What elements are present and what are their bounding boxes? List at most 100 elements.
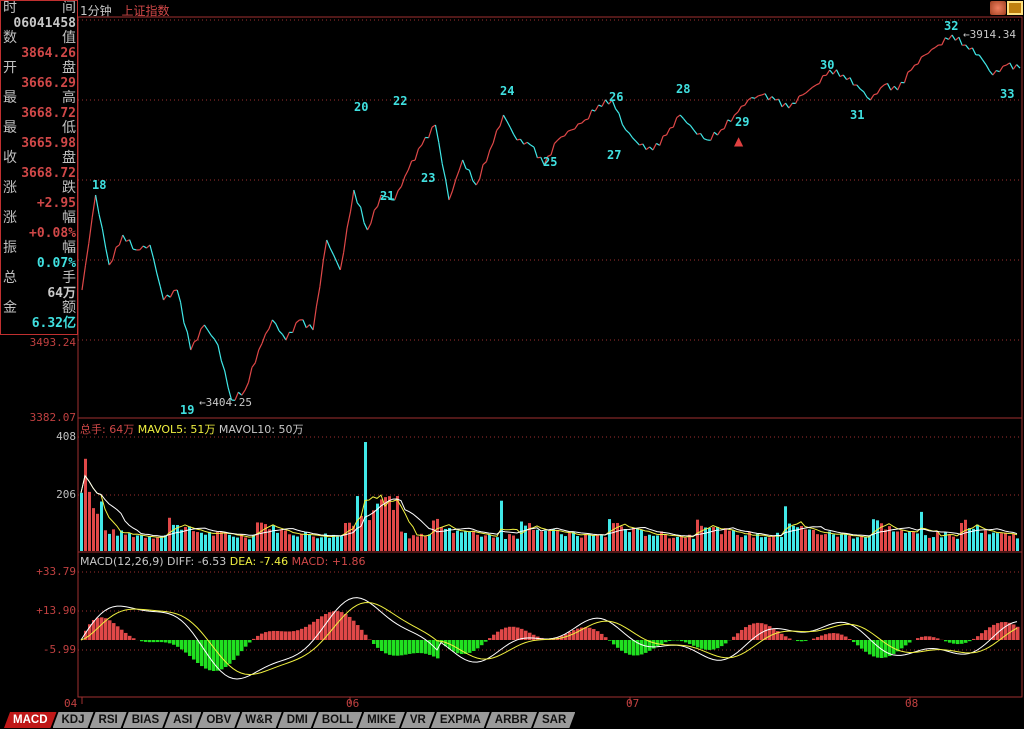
price-segment [662,134,667,137]
tab-asi[interactable]: ASI [164,712,201,728]
macd-histogram-bar [664,640,668,643]
app-logo-icon[interactable] [990,1,1006,15]
volume-bar [88,491,91,551]
price-segment [866,96,871,101]
macd-histogram-bar [684,640,688,643]
volume-bar [340,536,343,551]
volume-bar [820,534,823,551]
price-segment [893,85,899,91]
tab-mike[interactable]: MIKE [358,712,405,728]
price-segment [509,127,515,135]
tab-expma[interactable]: EXPMA [431,712,490,728]
tab-dmi[interactable]: DMI [278,712,317,728]
macd-histogram-bar [132,638,136,640]
tab-macd[interactable]: MACD [4,712,57,728]
volume-bar [732,530,735,551]
price-segment [723,119,729,129]
macd-histogram-bar [764,624,768,640]
tab-bias[interactable]: BIAS [123,712,168,728]
volume-bar [96,513,99,551]
price-segment [955,36,960,41]
index-name: 上证指数 [121,4,170,18]
price-segment [856,84,861,90]
volume-bar [196,532,199,551]
macd-histogram-bar [804,640,808,641]
macd-histogram-bar [920,636,924,640]
volume-bar [580,537,583,551]
wave-label: 27 [607,148,622,162]
macd-axis-label: +13.90 [36,604,76,617]
dea-line [80,602,1018,676]
volume-bar [556,529,559,551]
maximize-icon[interactable] [1007,1,1023,15]
macd-histogram-bar [816,637,820,640]
volume-bar [104,530,107,551]
price-segment [173,289,178,292]
price-segment [880,84,885,89]
info-label-right: 幅 [62,240,76,256]
info-row-label: 最高 [1,91,77,106]
volume-bar [416,536,419,551]
price-segment [278,330,283,335]
info-value: 64万 [47,286,76,301]
volume-bar [288,534,291,551]
macd-histogram-bar [364,634,368,640]
volume-bar [760,537,763,551]
volume-bar [244,537,247,551]
macd-histogram-bar [208,640,212,671]
tab-boll[interactable]: BOLL [313,712,362,728]
macd-histogram-bar [376,640,380,648]
period-label: 1分钟 [80,4,112,18]
macd-histogram-bar [976,636,980,640]
price-segment [978,54,984,61]
volume-bar [228,534,231,551]
price-segment [618,113,623,125]
wave-label: 26 [609,90,624,104]
dea-label: DEA: -7.46 [229,555,289,568]
chart-canvas[interactable] [0,0,1024,710]
macd-histogram-bar [928,636,932,640]
macd-histogram-bar [704,640,708,650]
info-label-left: 总 [3,270,17,286]
macd-histogram-bar [172,640,176,645]
tab-kdj[interactable]: KDJ [53,712,94,728]
macd-histogram-bar [616,640,620,648]
price-segment [910,64,916,71]
macd-histogram-bar [632,640,636,656]
price-segment [802,92,807,96]
macd-histogram-bar [164,640,168,643]
volume-bar [692,538,695,551]
price-segment [210,334,215,340]
volume-bar [472,530,475,551]
macd-histogram-bar [648,640,652,651]
macd-histogram-bar [996,623,1000,640]
macd-histogram-bar [512,626,516,640]
volume-bar [440,527,443,551]
tab-obv[interactable]: OBV [197,712,240,728]
macd-histogram-bar [116,626,120,640]
price-segment [220,360,226,372]
price-segment [492,130,498,144]
macd-histogram-bar [372,640,376,644]
price-segment [934,44,939,49]
tab-rsi[interactable]: RSI [90,712,127,728]
tab-sar[interactable]: SAR [533,712,575,728]
price-segment [407,160,413,171]
info-label-left: 金 [3,300,17,316]
price-segment [849,77,855,86]
tab-arbr[interactable]: ARBR [486,712,537,728]
macd-histogram-bar [232,640,236,660]
volume-bar [680,535,683,551]
price-segment [951,34,956,41]
price-segment [683,118,688,124]
tab-wr[interactable]: W&R [236,712,281,728]
price-segment [669,126,674,129]
macd-histogram-bar [600,633,604,640]
price-segment [775,98,779,101]
volume-bar [316,538,319,551]
tab-vr[interactable]: VR [401,712,435,728]
volume-bar [788,523,791,551]
volume-bar [664,534,667,551]
macd-axis-label: -5.99 [42,643,76,656]
volume-bar [508,534,511,551]
